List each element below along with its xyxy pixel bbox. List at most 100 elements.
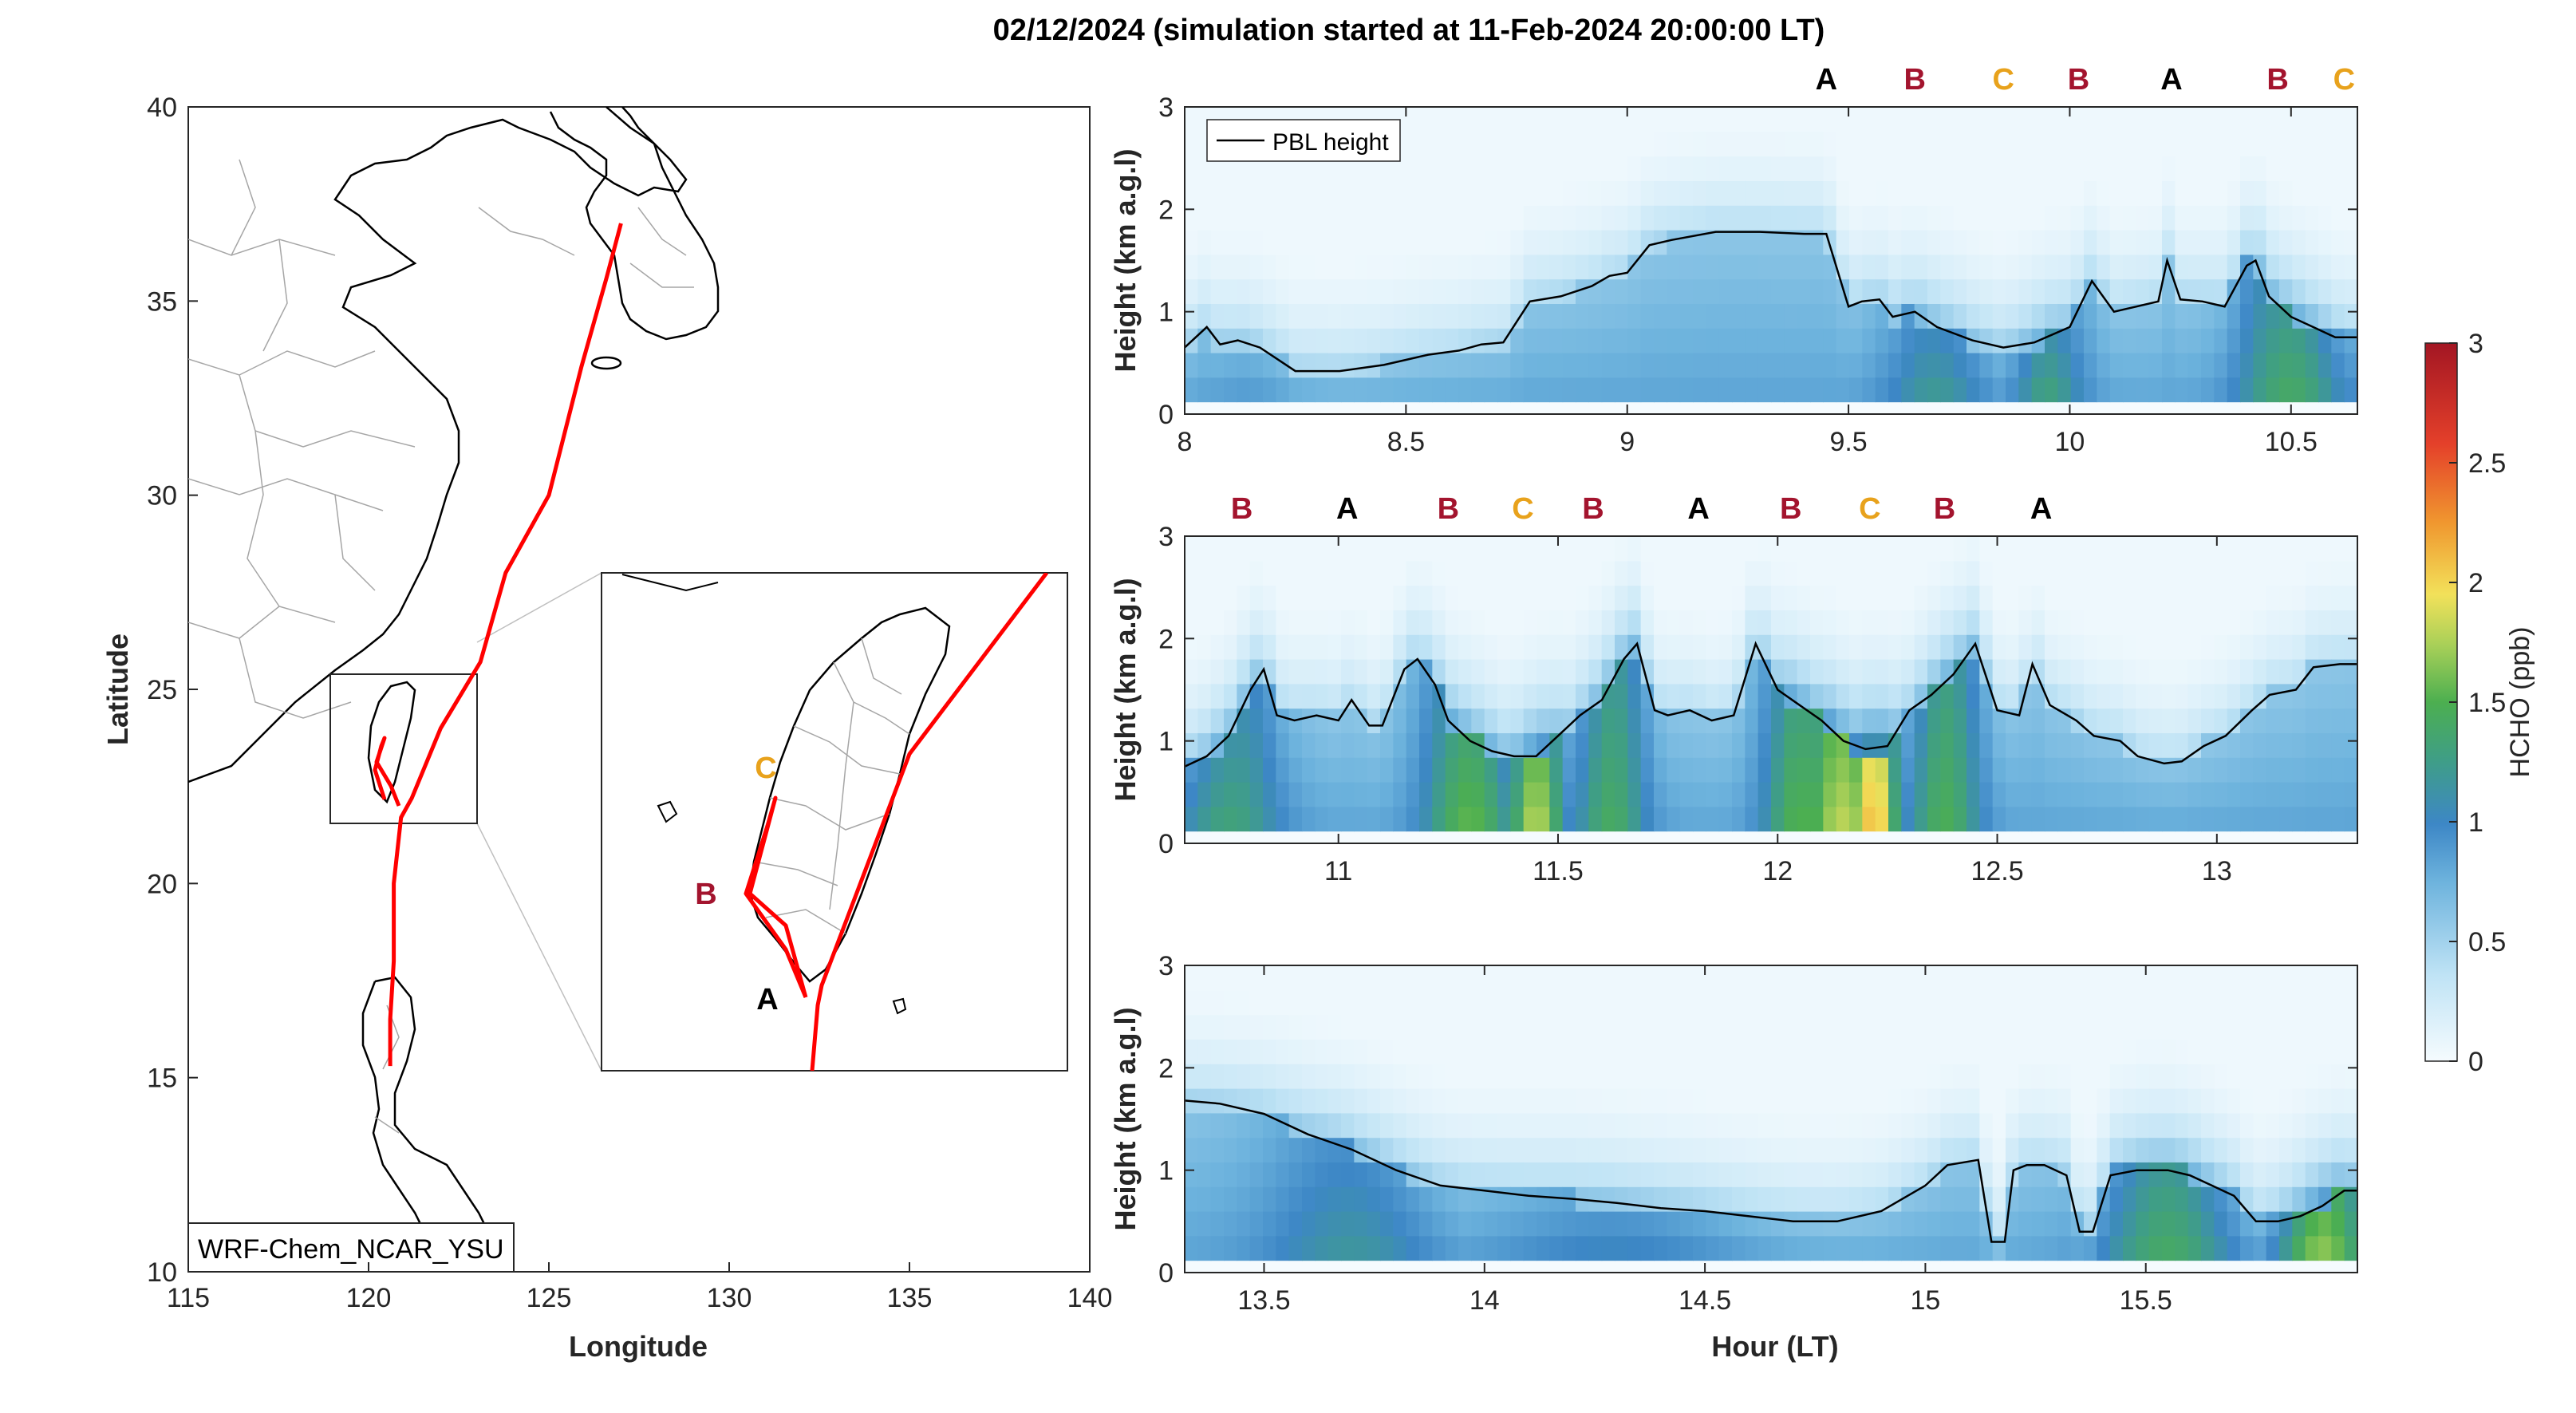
heatmap-cell (1992, 683, 2006, 709)
heatmap-cell (2097, 1014, 2111, 1040)
heatmap-cell (1914, 536, 1928, 562)
heatmap-cell (1393, 989, 1407, 1016)
heatmap-cell (1562, 782, 1576, 807)
heatmap-cell (1276, 989, 1290, 1016)
heatmap-cell (1341, 708, 1355, 733)
heatmap-cell (1953, 560, 1967, 586)
heatmap-cell (1523, 328, 1537, 353)
heatmap-cell (1497, 989, 1511, 1016)
heatmap-cell (2175, 536, 2189, 562)
heatmap-cell (1888, 965, 1902, 991)
heatmap-cell (2148, 377, 2163, 403)
heatmap-cell (2148, 1235, 2163, 1261)
heatmap-cell (2136, 1162, 2150, 1187)
heatmap-cell (1667, 782, 1681, 807)
heatmap-cell (2253, 989, 2267, 1016)
heatmap-cell (1718, 254, 1733, 280)
heatmap-cell (2318, 659, 2332, 685)
site-letter-a: A (2030, 492, 2052, 526)
heatmap-cell (1576, 180, 1589, 206)
heatmap-cell (1732, 1137, 1746, 1162)
heatmap-cell (1367, 1137, 1381, 1162)
heatmap-cell (1992, 303, 2006, 329)
heatmap-cell (1784, 1186, 1798, 1212)
heatmap-cell (1823, 1112, 1837, 1139)
inset-flight-track (810, 573, 1048, 1071)
heatmap-cell (1875, 303, 1889, 329)
heatmap-cell (1510, 782, 1525, 807)
heatmap-cell (1263, 732, 1276, 758)
heatmap-cell (1718, 989, 1733, 1016)
heatmap-cell (1315, 1137, 1329, 1162)
heatmap-cell (1484, 1014, 1498, 1040)
heatmap-cell (1667, 353, 1681, 378)
heatmap-cell (1576, 782, 1589, 807)
x-tick-label: 9 (1619, 427, 1635, 457)
heatmap-cell (1315, 180, 1329, 206)
heatmap-cell (2097, 708, 2111, 733)
heatmap-cell (1706, 659, 1720, 685)
heatmap-cell (1510, 1088, 1525, 1114)
heatmap-cell (1718, 806, 1733, 832)
heatmap-cell (2344, 806, 2358, 832)
heatmap-cell (2006, 560, 2019, 586)
heatmap-cell (1627, 353, 1642, 378)
heatmap-cell (2123, 989, 2136, 1016)
heatmap-cell (2318, 965, 2332, 991)
heatmap-cell (2162, 560, 2176, 586)
heatmap-cell (1940, 377, 1955, 403)
heatmap-cell (1237, 1211, 1251, 1237)
heatmap-cell (1771, 965, 1785, 991)
heatmap-cell (2305, 560, 2319, 586)
heatmap-cell (1797, 353, 1811, 378)
heatmap-cell (2031, 1064, 2045, 1089)
heatmap-cell (2070, 254, 2085, 280)
heatmap-cell (1562, 536, 1576, 562)
heatmap-cell (1406, 1088, 1420, 1114)
heatmap-cell (1445, 965, 1459, 991)
heatmap-cell (1679, 156, 1694, 181)
heatmap-cell (1210, 634, 1225, 660)
heatmap-cell (1875, 1064, 1889, 1089)
heatmap-cell (1888, 377, 1902, 403)
heatmap-cell (2084, 1039, 2097, 1064)
heatmap-cell (2136, 585, 2150, 610)
heatmap-cell (1497, 659, 1511, 685)
heatmap-cell (1484, 156, 1498, 181)
heatmap-cell (1288, 1112, 1303, 1139)
heatmap-cell (2318, 560, 2332, 586)
heatmap-cell (1836, 806, 1850, 832)
heatmap-cell (2305, 1039, 2319, 1064)
heatmap-cell (2070, 610, 2085, 635)
heatmap-cell (1654, 254, 1667, 280)
hcho-heatmap (1185, 536, 2358, 832)
heatmap-cell (2201, 1039, 2215, 1064)
heatmap-cell (1445, 303, 1459, 329)
heatmap-cell (1627, 965, 1642, 991)
heatmap-cell (1615, 659, 1628, 685)
heatmap-cell (1615, 328, 1628, 353)
heatmap-cell (1992, 1137, 2006, 1162)
heatmap-cell (2214, 1137, 2228, 1162)
heatmap-cell (2084, 732, 2097, 758)
heatmap-cell (2057, 1235, 2072, 1261)
heatmap-cell (2018, 757, 2033, 783)
heatmap-cell (2097, 1039, 2111, 1064)
heatmap-cell (2201, 610, 2215, 635)
heatmap-cell (1576, 353, 1589, 378)
heatmap-cell (2318, 377, 2332, 403)
heatmap-cell (2331, 757, 2345, 783)
heatmap-cell (1497, 536, 1511, 562)
heatmap-cell (1471, 560, 1485, 586)
heatmap-cell (1992, 107, 2006, 132)
heatmap-cell (1901, 180, 1915, 206)
heatmap-cell (2123, 180, 2136, 206)
heatmap-cell (2344, 303, 2358, 329)
heatmap-cell (1967, 585, 1980, 610)
heatmap-cell (1914, 683, 1928, 709)
heatmap-cell (1875, 254, 1889, 280)
heatmap-cell (1654, 732, 1667, 758)
heatmap-cell (1458, 683, 1472, 709)
heatmap-cell (1510, 156, 1525, 181)
